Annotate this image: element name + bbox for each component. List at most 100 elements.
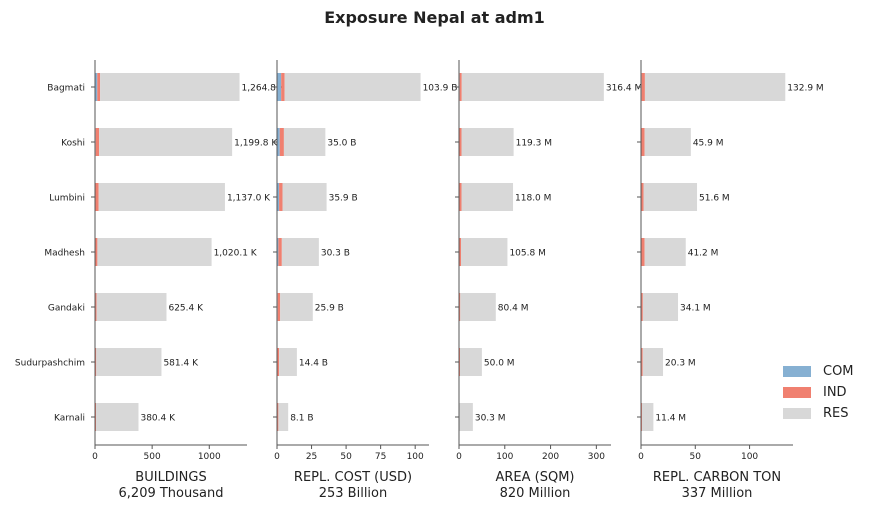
data-label-3-gandaki: 80.4 M <box>498 304 529 314</box>
xtick-label-3-0: 0 <box>456 452 462 462</box>
category-label-bagmati: Bagmati <box>47 84 85 94</box>
xtick-label-2-50: 50 <box>340 452 352 462</box>
data-label-4-sudurpashchim: 20.3 M <box>665 359 696 369</box>
bar-2-karnali-res <box>278 403 289 431</box>
bar-4-lumbini-res <box>643 183 698 211</box>
data-label-2-karnali: 8.1 B <box>290 414 313 424</box>
data-label-3-koshi: 119.3 M <box>516 139 552 149</box>
data-label-1-sudurpashchim: 581.4 K <box>163 359 199 369</box>
bar-2-madhesh-res <box>281 238 319 266</box>
data-label-2-koshi: 35.0 B <box>327 139 356 149</box>
bar-1-bagmati-ind <box>97 73 101 101</box>
data-label-1-lumbini: 1,137.0 K <box>227 194 271 204</box>
bar-1-lumbini-res <box>98 183 225 211</box>
data-label-1-gandaki: 625.4 K <box>168 304 204 314</box>
bar-1-gandaki-ind <box>95 293 97 321</box>
xtick-label-1-500: 500 <box>144 452 161 462</box>
data-label-2-gandaki: 25.9 B <box>315 304 344 314</box>
bar-2-bagmati-res <box>284 73 421 101</box>
xtick-label-2-25: 25 <box>306 452 317 462</box>
bar-2-sudurpashchim-ind <box>277 348 280 376</box>
xtick-label-3-200: 200 <box>542 452 559 462</box>
x-axis-total-1: 6,209 Thousand <box>119 486 224 501</box>
x-axis-label-1: BUILDINGS <box>135 470 206 485</box>
category-label-lumbini: Lumbini <box>49 194 85 204</box>
bar-3-koshi-ind <box>459 128 462 156</box>
xtick-label-2-100: 100 <box>407 452 424 462</box>
bar-2-bagmati-ind <box>281 73 285 101</box>
legend-label-res: RES <box>823 406 849 421</box>
bar-3-madhesh-res <box>461 238 508 266</box>
bar-1-koshi-ind <box>95 128 100 156</box>
x-axis-total-4: 337 Million <box>682 486 753 501</box>
bar-4-karnali-res <box>641 403 654 431</box>
x-axis-label-4: REPL. CARBON TON <box>653 470 781 485</box>
bar-1-sudurpashchim-ind <box>95 348 97 376</box>
bar-4-koshi-res <box>644 128 691 156</box>
data-label-4-gandaki: 34.1 M <box>680 304 711 314</box>
legend-item-com: COM <box>783 361 854 382</box>
x-axis-label-3: AREA (SQM) <box>495 470 574 485</box>
data-label-3-bagmati: 316.4 M <box>606 84 642 94</box>
data-label-1-karnali: 380.4 K <box>140 414 176 424</box>
bar-2-koshi-res <box>283 128 326 156</box>
legend-swatch-ind <box>783 387 811 398</box>
bar-4-gandaki-ind <box>641 293 643 321</box>
data-label-3-madhesh: 105.8 M <box>509 249 545 259</box>
bar-4-bagmati-ind <box>641 73 645 101</box>
legend-swatch-com <box>783 366 811 377</box>
data-label-4-karnali: 11.4 M <box>655 414 686 424</box>
xtick-label-3-300: 300 <box>588 452 605 462</box>
data-label-2-madhesh: 30.3 B <box>321 249 350 259</box>
bar-3-lumbini-res <box>461 183 514 211</box>
x-axis-label-2: REPL. COST (USD) <box>294 470 412 485</box>
legend-swatch-res <box>783 408 811 419</box>
bar-2-gandaki-res <box>280 293 313 321</box>
bar-3-sudurpashchim-ind <box>459 348 461 376</box>
bar-3-madhesh-ind <box>459 238 462 266</box>
bar-2-gandaki-ind <box>277 293 281 321</box>
x-axis-total-2: 253 Billion <box>319 486 388 501</box>
bar-4-sudurpashchim-ind <box>641 348 643 376</box>
category-label-sudurpashchim: Sudurpashchim <box>15 359 85 369</box>
bar-4-karnali-ind <box>641 403 642 431</box>
bar-4-koshi-ind <box>641 128 645 156</box>
bar-3-bagmati-ind <box>459 73 462 101</box>
data-label-1-koshi: 1,199.8 K <box>234 139 278 149</box>
chart-title: Exposure Nepal at adm1 <box>324 8 545 27</box>
x-axis-total-3: 820 Million <box>500 486 571 501</box>
bar-1-lumbini-ind <box>95 183 99 211</box>
bar-1-karnali-ind <box>95 403 97 431</box>
xtick-label-3-100: 100 <box>496 452 513 462</box>
bar-4-sudurpashchim-res <box>642 348 664 376</box>
bar-1-sudurpashchim-res <box>96 348 162 376</box>
bar-4-gandaki-res <box>642 293 679 321</box>
bar-3-bagmati-res <box>461 73 604 101</box>
bar-2-bagmati-com <box>277 73 282 101</box>
data-label-3-karnali: 30.3 M <box>475 414 506 424</box>
bar-1-koshi-res <box>99 128 233 156</box>
xtick-label-1-1000: 1000 <box>198 452 221 462</box>
bar-2-karnali-ind <box>277 403 279 431</box>
bar-4-lumbini-ind <box>641 183 644 211</box>
data-label-1-madhesh: 1,020.1 K <box>214 249 258 259</box>
bar-1-karnali-res <box>96 403 139 431</box>
data-label-4-lumbini: 51.6 M <box>699 194 730 204</box>
legend: COM IND RES <box>783 361 854 424</box>
bar-4-madhesh-ind <box>641 238 645 266</box>
legend-label-ind: IND <box>823 385 847 400</box>
legend-item-ind: IND <box>783 382 854 403</box>
bar-4-madhesh-res <box>644 238 686 266</box>
bar-2-koshi-ind <box>279 128 284 156</box>
bar-3-sudurpashchim-res <box>460 348 482 376</box>
bar-2-madhesh-ind <box>278 238 282 266</box>
data-label-4-koshi: 45.9 M <box>693 139 724 149</box>
bar-4-bagmati-res <box>644 73 786 101</box>
legend-item-res: RES <box>783 403 854 424</box>
data-label-4-bagmati: 132.9 M <box>787 84 823 94</box>
data-label-2-lumbini: 35.9 B <box>329 194 358 204</box>
xtick-label-1-0: 0 <box>92 452 98 462</box>
category-label-gandaki: Gandaki <box>48 304 85 314</box>
xtick-label-4-0: 0 <box>638 452 644 462</box>
